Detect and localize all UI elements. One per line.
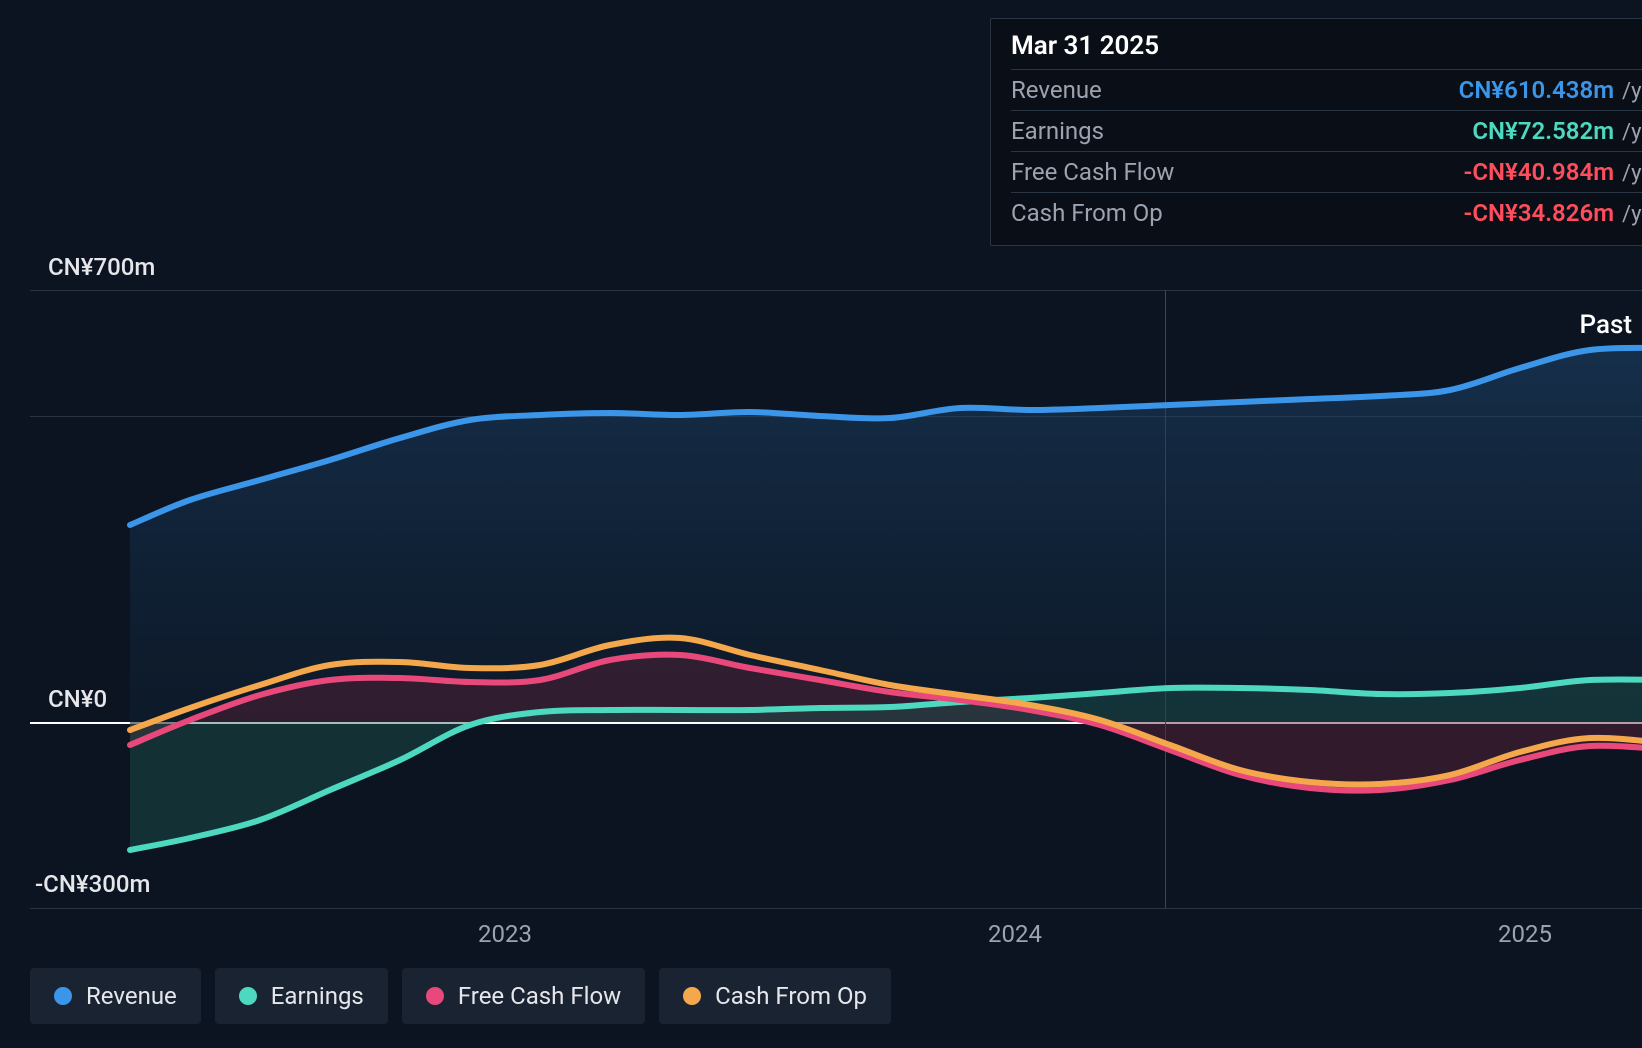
legend-dot-icon xyxy=(426,987,444,1005)
tooltip-row-suffix: /yr xyxy=(1622,79,1642,104)
tooltip-row-label: Cash From Op xyxy=(1011,199,1464,227)
past-label: Past xyxy=(1579,310,1632,340)
legend-item-revenue[interactable]: Revenue xyxy=(30,968,201,1024)
legend-label: Cash From Op xyxy=(715,982,867,1010)
tooltip-row-value: CN¥72.582m xyxy=(1472,117,1614,145)
tooltip-row-label: Free Cash Flow xyxy=(1011,158,1464,186)
legend-label: Free Cash Flow xyxy=(458,982,621,1010)
chart-tooltip: Mar 31 2025 RevenueCN¥610.438m/yrEarning… xyxy=(990,18,1642,246)
area-revenue xyxy=(130,348,1642,722)
tooltip-row-3: Cash From Op-CN¥34.826m/yr xyxy=(1011,193,1642,233)
tooltip-row-2: Free Cash Flow-CN¥40.984m/yr xyxy=(1011,152,1642,193)
legend-label: Earnings xyxy=(271,982,364,1010)
tooltip-row-label: Earnings xyxy=(1011,117,1472,145)
legend-item-cfo[interactable]: Cash From Op xyxy=(659,968,891,1024)
legend-item-fcf[interactable]: Free Cash Flow xyxy=(402,968,645,1024)
x-tick-2025: 2025 xyxy=(1498,920,1552,948)
financial-chart: CN¥700m CN¥0 -CN¥300m Past 2023 2024 202… xyxy=(30,0,1642,1048)
legend-label: Revenue xyxy=(86,982,177,1010)
legend-dot-icon xyxy=(683,987,701,1005)
chart-legend: Revenue Earnings Free Cash Flow Cash From O… xyxy=(30,968,891,1024)
legend-dot-icon xyxy=(239,987,257,1005)
x-tick-2023: 2023 xyxy=(478,920,532,948)
tooltip-row-suffix: /yr xyxy=(1622,120,1642,145)
x-tick-2024: 2024 xyxy=(988,920,1042,948)
tooltip-row-value: -CN¥40.984m xyxy=(1464,158,1615,186)
tooltip-row-value: CN¥610.438m xyxy=(1459,76,1614,104)
tooltip-row-label: Revenue xyxy=(1011,76,1459,104)
tooltip-row-1: EarningsCN¥72.582m/yr xyxy=(1011,111,1642,152)
tooltip-row-suffix: /yr xyxy=(1622,202,1642,227)
legend-item-earnings[interactable]: Earnings xyxy=(215,968,388,1024)
tooltip-row-value: -CN¥34.826m xyxy=(1464,199,1615,227)
tooltip-row-0: RevenueCN¥610.438m/yr xyxy=(1011,70,1642,111)
tooltip-date: Mar 31 2025 xyxy=(1011,31,1642,70)
tooltip-row-suffix: /yr xyxy=(1622,161,1642,186)
legend-dot-icon xyxy=(54,987,72,1005)
